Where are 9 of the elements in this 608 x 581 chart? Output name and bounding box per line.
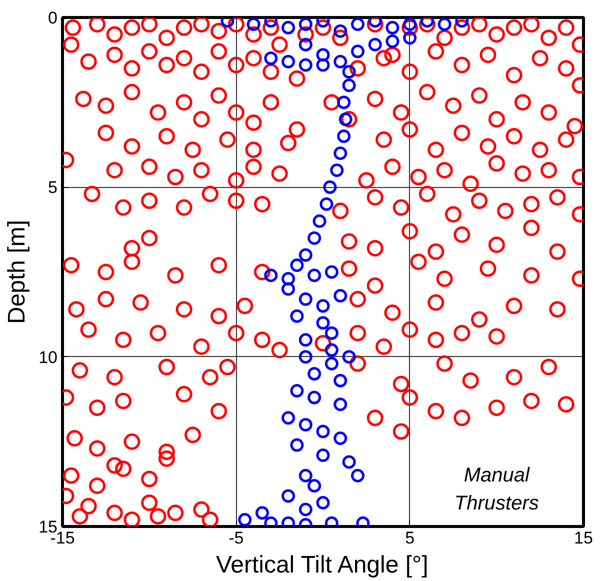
x-axis-title: Vertical Tilt Angle [°] [216, 552, 428, 578]
y-tick-label: 0 [48, 8, 58, 28]
x-tick-label: 5 [405, 528, 415, 548]
x-tick-label: 15 [574, 528, 593, 548]
y-tick-label: 5 [48, 178, 58, 198]
y-axis-title: Depth [m] [4, 220, 31, 324]
annotation: Manual Thrusters [454, 464, 539, 514]
x-tick-label: -5 [228, 528, 244, 548]
y-tick-label: 10 [38, 348, 58, 367]
